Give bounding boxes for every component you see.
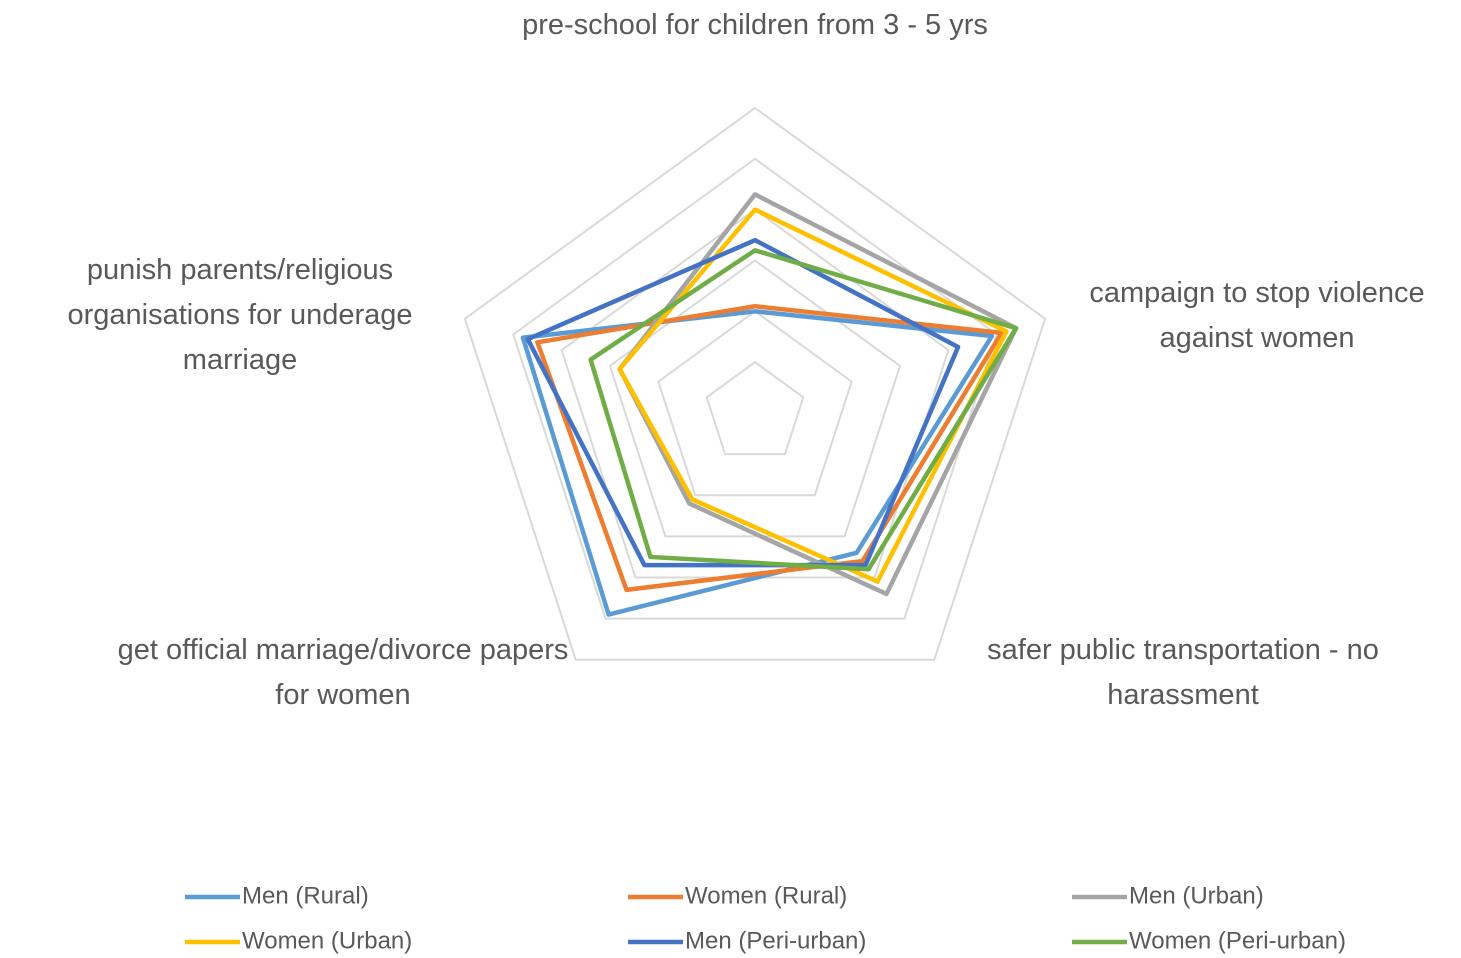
grid-ring [657, 310, 853, 497]
legend-label: Women (Rural) [685, 882, 847, 909]
series-line [520, 309, 995, 617]
category-label: get official marriage/divorce papers for… [117, 634, 569, 711]
legend-label: Women (Peri-urban) [1129, 927, 1346, 954]
category-label: safer public transportation - no harassm… [987, 634, 1379, 711]
legend-label: Women (Urban) [242, 927, 412, 954]
category-label: campaign to stop violence against women [1089, 277, 1425, 354]
grid-ring [463, 106, 1047, 661]
legend-label: Men (Urban) [1129, 882, 1264, 909]
category-label: pre-school for children from 3 - 5 yrs [522, 9, 988, 41]
grid-ring [705, 360, 805, 456]
grid-ring [512, 157, 998, 620]
series-line [525, 237, 961, 568]
series-line [588, 248, 1019, 572]
legend-label: Men (Rural) [242, 882, 369, 909]
category-label: punish parents/religious organisations f… [67, 254, 413, 376]
series-line [535, 304, 1004, 593]
legend-label: Men (Peri-urban) [685, 927, 866, 954]
